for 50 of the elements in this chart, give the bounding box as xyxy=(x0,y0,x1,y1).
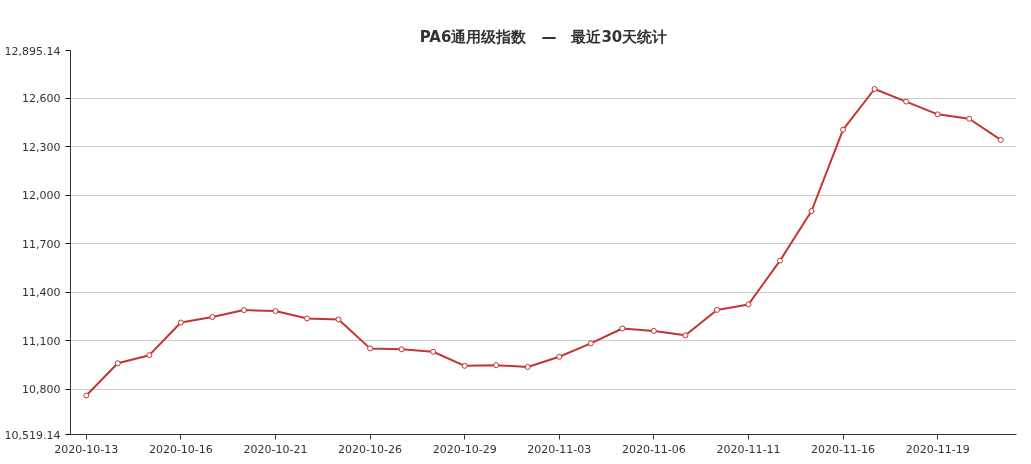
y-tick-label: 11,400 xyxy=(22,286,61,300)
point xyxy=(777,257,783,264)
point xyxy=(367,345,374,352)
point xyxy=(83,392,90,399)
point xyxy=(272,308,279,315)
x-tick-label: 2020-10-13 xyxy=(54,442,119,456)
point xyxy=(587,340,594,347)
point xyxy=(461,362,468,369)
y-tick-label: 10,519.14 xyxy=(4,428,61,442)
y-tick-label: 12,000 xyxy=(22,189,61,203)
x-tick-label: 2020-10-29 xyxy=(432,442,497,456)
point xyxy=(335,316,342,323)
point xyxy=(840,126,847,133)
point xyxy=(209,314,216,321)
point xyxy=(808,208,815,214)
point xyxy=(713,306,720,313)
x-tick-label: 2020-11-19 xyxy=(905,442,970,456)
point xyxy=(398,346,405,353)
point xyxy=(146,352,153,359)
y-tick-label: 11,100 xyxy=(22,334,61,348)
y-tick-label: 12,895.14 xyxy=(4,44,61,58)
point xyxy=(650,327,657,334)
y-tick-label: 10,800 xyxy=(22,383,61,397)
point xyxy=(934,111,941,118)
point xyxy=(430,348,437,355)
x-tick-label: 2020-10-21 xyxy=(243,442,308,456)
y-tick-label: 12,300 xyxy=(22,140,61,154)
point xyxy=(619,325,626,332)
y-tick-label: 12,600 xyxy=(22,92,61,106)
x-tick-label: 2020-11-03 xyxy=(527,442,592,456)
point xyxy=(556,353,563,360)
x-tick-label: 2020-10-26 xyxy=(338,442,403,456)
point xyxy=(524,363,531,370)
point xyxy=(177,319,184,326)
point xyxy=(682,332,689,339)
x-tick-label: 2020-11-11 xyxy=(716,442,781,456)
point xyxy=(240,307,247,314)
x-tick-label: 2020-10-16 xyxy=(148,442,213,456)
point xyxy=(871,85,878,92)
point xyxy=(903,98,910,105)
chart-title: PA6通用级指数 — 最近30天统计 xyxy=(419,27,668,46)
point xyxy=(114,360,121,367)
point xyxy=(997,136,1004,143)
y-tick-label: 11,700 xyxy=(22,237,61,251)
x-tick-label: 2020-11-06 xyxy=(621,442,686,456)
x-tick-label: 2020-11-16 xyxy=(811,442,876,456)
point xyxy=(493,362,500,369)
point xyxy=(745,301,752,308)
point xyxy=(966,115,973,122)
point xyxy=(304,315,310,322)
